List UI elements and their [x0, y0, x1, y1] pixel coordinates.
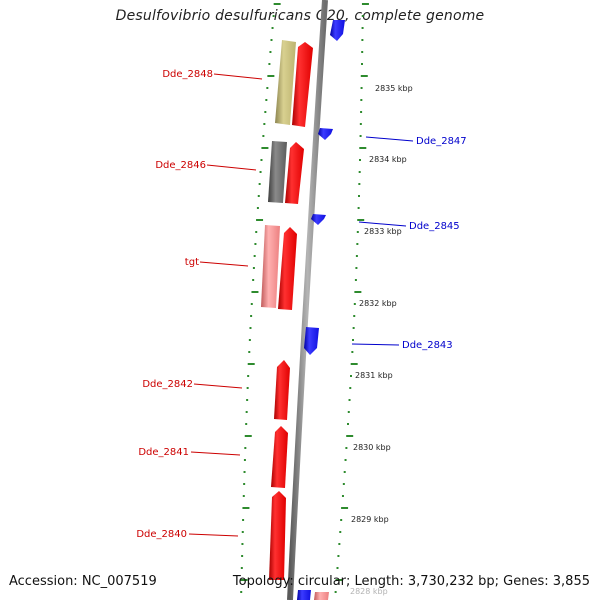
forward-cds-arrow: [269, 491, 286, 580]
scale-label: 2830 kbp: [353, 443, 391, 452]
reverse-cds-partial: [297, 590, 311, 600]
gene-label: Dde_2840: [136, 529, 187, 540]
topology-label: Topology: circular; Length: 3,730,232 bp…: [232, 574, 590, 589]
scale-label: 2834 kbp: [369, 155, 407, 164]
cog-track: [261, 40, 296, 308]
forward-cds-arrow: [271, 426, 288, 488]
reverse-cds-arrow: [304, 327, 319, 355]
gene-label: Dde_2848: [162, 69, 213, 80]
scale-label: 2835 kbp: [375, 84, 413, 93]
reverse-cds-track: [297, 20, 345, 600]
gene-label: Dde_2846: [155, 160, 206, 171]
scale-label: 2833 kbp: [364, 227, 402, 236]
scale-label: 2831 kbp: [355, 371, 393, 380]
forward-cds-arrow: [274, 360, 290, 420]
gene-label: Dde_2847: [416, 136, 467, 147]
accession-label: Accession: NC_007519: [9, 574, 157, 589]
reverse-cds-arrow: [330, 20, 345, 41]
forward-cds-arrow: [278, 227, 297, 310]
gene-label: Dde_2842: [142, 379, 193, 390]
map-title: Desulfovibrio desulfuricans G20, complet…: [115, 8, 485, 24]
forward-cds-arrow: [285, 142, 304, 204]
gene-label: Dde_2843: [402, 340, 453, 351]
cog-box-khaki: [275, 40, 296, 125]
right-tick-track: [334, 3, 369, 593]
left-leader-lines: [188, 73, 263, 537]
scale-label: 2828 kbp: [350, 587, 388, 596]
gene-label: Dde_2841: [138, 447, 189, 458]
reverse-cds-arrow: [318, 128, 333, 140]
scale-label: 2829 kbp: [351, 515, 389, 524]
scale-label: 2832 kbp: [359, 299, 397, 308]
scale-labels: 2835 kbp 2834 kbp 2833 kbp 2832 kbp 2831…: [350, 84, 413, 596]
gene-label: tgt: [185, 257, 199, 268]
cog-box-gray: [268, 141, 287, 203]
gene-label: Dde_2845: [409, 221, 460, 232]
left-gene-labels: Dde_2848 Dde_2846 tgt Dde_2842 Dde_2841 …: [136, 69, 213, 540]
right-gene-labels: Dde_2847 Dde_2845 Dde_2843: [402, 136, 467, 351]
forward-cds-track: [269, 42, 329, 600]
left-tick-track: [240, 3, 281, 593]
forward-cds-partial: [314, 592, 329, 600]
genome-backbone: [287, 0, 328, 600]
forward-cds-arrow: [292, 42, 313, 127]
cog-box-pink: [261, 225, 280, 308]
right-leader-lines: [351, 136, 414, 346]
reverse-cds-arrow: [311, 214, 326, 225]
